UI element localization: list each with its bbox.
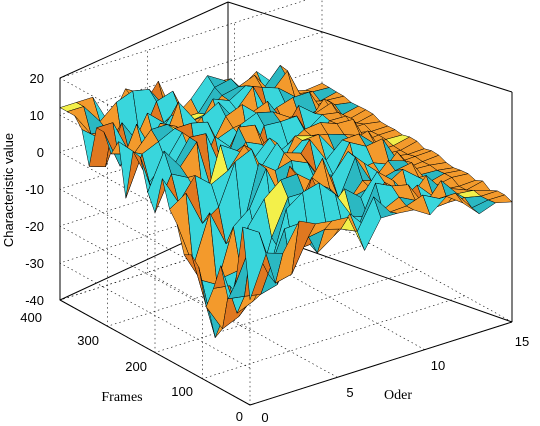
surface-facet — [487, 194, 513, 204]
x-tick-labels: 0 5 10 15 — [261, 334, 529, 425]
y-tick-label: 300 — [77, 333, 99, 348]
y-gridline — [202, 156, 465, 380]
y-gridline — [59, 78, 323, 301]
top-left-edge — [59, 1, 229, 79]
z-tick-label: -10 — [25, 182, 44, 197]
z-tick-label: 20 — [30, 71, 44, 86]
z-tick-label: 10 — [30, 108, 44, 123]
x-axis-label: Oder — [384, 388, 412, 403]
x-tick-label: 15 — [515, 334, 529, 349]
y-tick-label: 400 — [20, 310, 42, 325]
z-axis-label: Characteristic value — [1, 133, 16, 247]
y-tick-label: 100 — [171, 384, 193, 399]
z-tick-label: -30 — [25, 256, 44, 271]
y-tick-label: 0 — [236, 409, 243, 424]
z-tick-labels: 20 10 0 -10 -20 -30 -40 — [25, 71, 44, 308]
z-tick-label: 0 — [37, 145, 44, 160]
y-tick-label: 200 — [125, 359, 147, 374]
x-tick-label: 10 — [431, 358, 445, 373]
surface — [59, 64, 513, 339]
y-gridline — [249, 183, 513, 406]
top-back-edge — [227, 1, 513, 93]
z-tick-label: -40 — [25, 293, 44, 308]
x-tick-label: 0 — [261, 410, 268, 425]
y-axis-label: Frames — [101, 390, 142, 405]
x-tick-label: 5 — [346, 385, 353, 400]
y-gridline — [154, 130, 418, 353]
y-tick-labels: 400 300 200 100 0 — [20, 310, 243, 424]
z-gridline — [59, 142, 323, 332]
z-tick-label: -20 — [25, 219, 44, 234]
y-gridline — [107, 104, 370, 327]
